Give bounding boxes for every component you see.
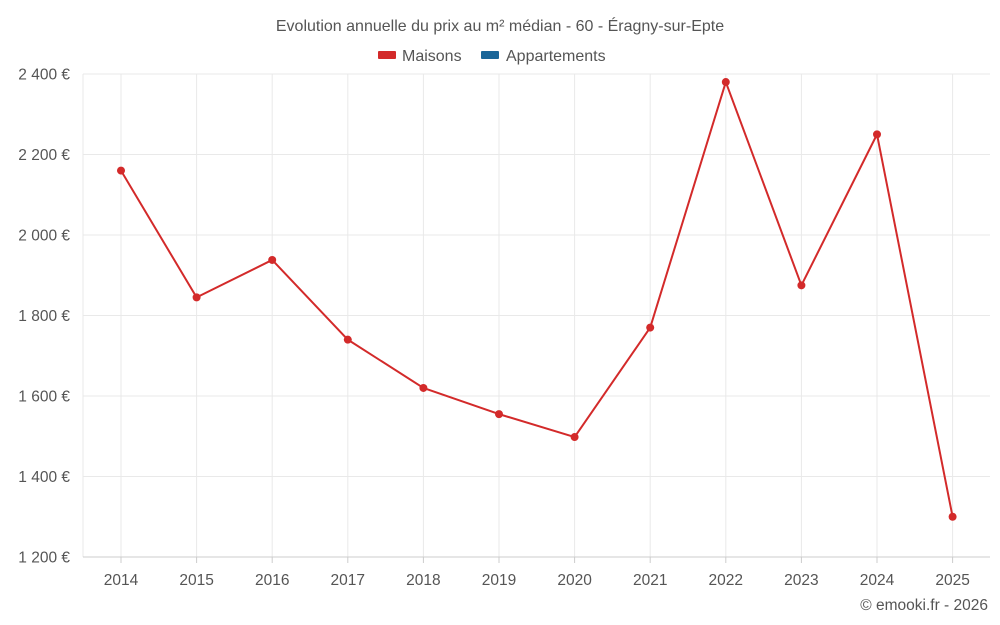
x-tick-label: 2014	[104, 572, 139, 589]
x-tick-label: 2023	[784, 572, 818, 589]
data-point[interactable]	[873, 130, 881, 139]
legend-swatch-maisons	[378, 51, 396, 59]
y-tick-label: 1 800 €	[18, 308, 70, 325]
y-tick-label: 1 400 €	[18, 469, 70, 486]
legend: Maisons Appartements	[378, 48, 606, 65]
series-line-maisons	[120, 81, 954, 517]
y-tick-label: 1 600 €	[18, 389, 70, 406]
data-point[interactable]	[117, 166, 125, 175]
y-tick-label: 2 000 €	[18, 228, 70, 245]
data-point[interactable]	[419, 383, 428, 392]
plot-area: 1 200 € 1 400 € 1 600 € 1 800 € 2 000 € 2 200…	[18, 67, 990, 589]
data-point[interactable]	[948, 512, 957, 521]
x-tick-label: 2020	[557, 572, 592, 589]
data-point[interactable]	[268, 255, 277, 264]
data-point[interactable]	[192, 293, 201, 302]
data-point[interactable]	[570, 433, 579, 442]
footer-credit: © emooki.fr - 2026	[860, 597, 988, 614]
y-tick-label: 2 200 €	[18, 147, 70, 164]
data-point[interactable]	[797, 281, 806, 290]
legend-swatch-appartements	[481, 51, 499, 59]
data-point[interactable]	[646, 323, 655, 332]
y-tick-label: 1 200 €	[18, 550, 70, 567]
data-point[interactable]	[343, 335, 352, 344]
x-tick-label: 2016	[255, 572, 289, 589]
chart-title: Evolution annuelle du prix au m² médian …	[276, 16, 724, 35]
legend-item-appartements[interactable]: Appartements	[481, 48, 606, 65]
x-tick-label: 2017	[331, 572, 365, 589]
x-tick-label: 2022	[709, 572, 743, 589]
x-tick-label: 2018	[406, 572, 440, 589]
data-point[interactable]	[495, 410, 503, 419]
x-tick-label: 2024	[860, 572, 895, 589]
x-tick-label: 2021	[633, 572, 667, 589]
x-tick-label: 2015	[179, 572, 213, 589]
legend-item-maisons[interactable]: Maisons	[378, 48, 462, 65]
data-point[interactable]	[721, 78, 730, 87]
legend-label-appartements: Appartements	[506, 48, 606, 65]
x-tick-label: 2025	[935, 572, 969, 589]
y-tick-label: 2 400 €	[18, 67, 70, 84]
x-tick-label: 2019	[482, 572, 516, 589]
legend-label-maisons: Maisons	[402, 48, 462, 65]
